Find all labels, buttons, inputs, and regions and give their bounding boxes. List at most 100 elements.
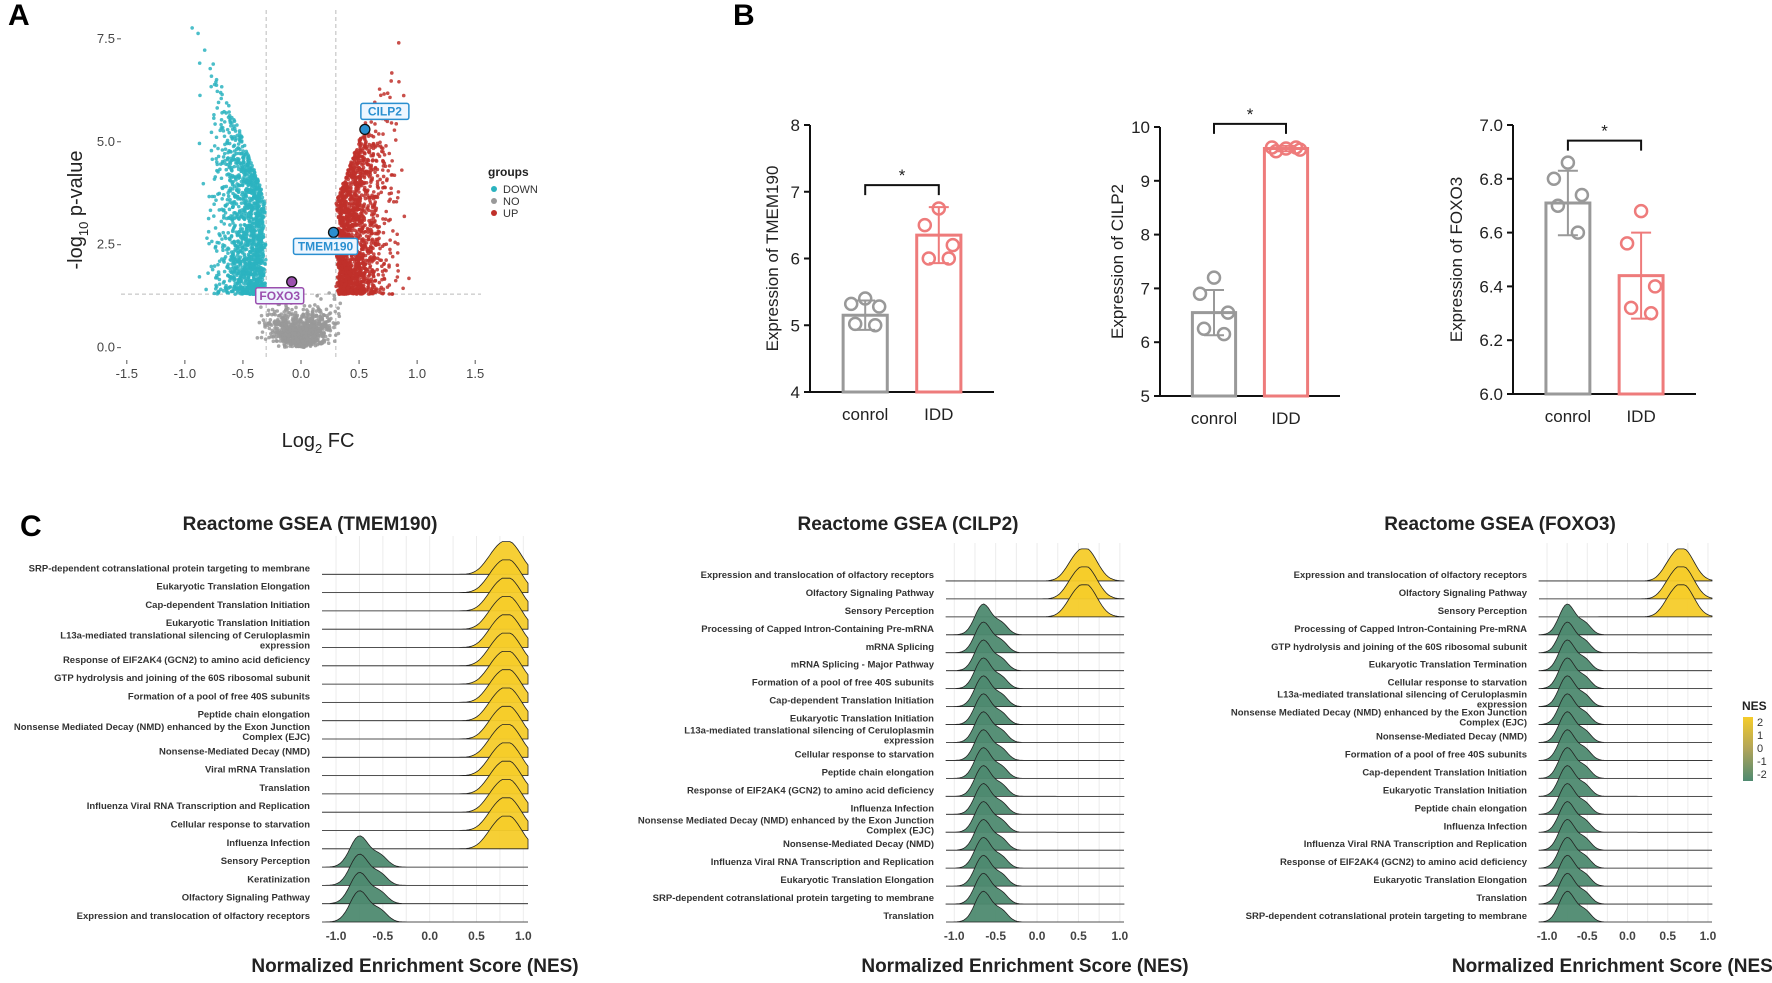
volcano-point-down: [238, 214, 243, 219]
volcano-point-up: [375, 213, 380, 218]
volcano-point-up: [402, 214, 407, 219]
ridge-density: [1538, 693, 1713, 725]
volcano-point-no: [319, 316, 323, 321]
data-point: [1643, 306, 1659, 321]
volcano-point-up: [373, 170, 377, 175]
volcano-point-no: [326, 325, 330, 329]
bar-chart-cilp2: 5 6 7 8 9 10 Expression of CILP2 conrol IDD *: [1108, 105, 1340, 428]
volcano-point-down: [250, 247, 254, 252]
volcano-point-up: [362, 262, 367, 267]
volcano-point-no: [316, 333, 321, 338]
volcano-point-up: [363, 230, 368, 234]
pathway-label: Response of EIF2AK4 (GCN2) to amino acid…: [1280, 857, 1528, 868]
volcano-point-up: [349, 160, 353, 164]
volcano-point-down: [212, 144, 217, 148]
pathway-label: Eukaryotic Translation Elongation: [1373, 875, 1527, 886]
pathway-label-cont: expression: [1477, 700, 1527, 711]
volcano-point-down: [256, 200, 260, 204]
volcano-point-up: [387, 191, 392, 196]
volcano-point-no: [300, 344, 305, 348]
pathway-label: Influenza Infection: [1444, 821, 1528, 832]
volcano-point-down: [216, 270, 221, 274]
volcano-point-up: [362, 266, 367, 270]
volcano-point-no: [278, 339, 282, 343]
pathway-label: Influenza Viral RNA Transcription and Re…: [711, 857, 934, 868]
volcano-point-down: [206, 271, 210, 275]
volcano-point-up: [369, 195, 374, 200]
volcano-point-down: [206, 229, 211, 234]
x-tick-label: -0.5: [232, 366, 254, 381]
volcano-point-down: [260, 208, 264, 213]
data-point: [857, 291, 873, 306]
volcano-point-down: [212, 116, 216, 120]
ridge-density: [1538, 854, 1712, 887]
volcano-point-no: [289, 322, 294, 326]
volcano-point-down: [222, 213, 226, 218]
volcano-point-no: [289, 312, 293, 317]
volcano-point-down: [242, 257, 246, 262]
volcano-point-down: [233, 261, 237, 266]
volcano-point-down: [240, 246, 244, 250]
volcano-point-down: [258, 192, 262, 197]
volcano-point-down: [223, 234, 227, 239]
volcano-point-down: [218, 287, 223, 292]
volcano-point-down: [233, 281, 238, 286]
volcano-point-down: [218, 90, 223, 95]
legend-marker-no: [491, 198, 497, 204]
volcano-point-no: [278, 332, 282, 337]
volcano-point-up: [346, 291, 350, 296]
volcano-point-no: [332, 325, 336, 330]
volcano-point-up: [359, 218, 364, 223]
volcano-point-down: [217, 241, 221, 245]
volcano-point-down: [221, 208, 226, 213]
ridge-density: [945, 836, 1125, 869]
nes-color-legend: NES 2 1 0 -1 -2: [1742, 699, 1767, 781]
volcano-point-up: [376, 229, 381, 234]
x-axis-title: Normalized Enrichment Score (NES): [251, 956, 578, 977]
volcano-point-down: [232, 201, 237, 206]
volcano-point-down: [208, 66, 213, 71]
pathway-label: SRP-dependent cotranslational protein ta…: [1246, 911, 1527, 922]
volcano-point-up: [366, 246, 371, 251]
pathway-label: Sensory Perception: [221, 856, 310, 867]
volcano-point-down: [251, 253, 255, 258]
x-tick-label: -1.0: [174, 366, 196, 381]
data-point: [1216, 326, 1232, 342]
volcano-point-no: [306, 319, 311, 324]
volcano-point-no: [290, 307, 294, 312]
nes-legend-tick: 1: [1757, 730, 1763, 742]
volcano-point-up: [371, 153, 375, 158]
volcano-point-up: [380, 291, 385, 296]
volcano-point-up: [393, 240, 397, 245]
volcano-point-down: [236, 246, 240, 251]
volcano-point-no: [296, 344, 301, 348]
volcano-point-up: [357, 151, 362, 155]
data-point: [931, 201, 947, 216]
volcano-point-down: [240, 183, 245, 188]
volcano-point-up: [373, 256, 377, 261]
volcano-point-down: [208, 208, 213, 213]
volcano-point-down: [209, 84, 213, 89]
volcano-point-up: [364, 276, 368, 281]
ridge-density: [945, 657, 1125, 690]
volcano-point-up: [379, 190, 384, 195]
ridge-density: [1538, 675, 1712, 707]
nes-legend-tick: -2: [1757, 769, 1767, 781]
volcano-point-no: [298, 329, 303, 334]
y-tick-label: 2.5: [97, 237, 115, 252]
volcano-point-no: [308, 304, 312, 308]
volcano-point-down: [213, 246, 218, 250]
volcano-point-up: [393, 138, 398, 142]
volcano-point-no: [273, 330, 278, 335]
volcano-point-up: [355, 289, 360, 294]
volcano-point-down: [230, 217, 235, 222]
volcano-point-down: [234, 188, 239, 192]
volcano-point-down: [233, 244, 238, 248]
volcano-point-up: [351, 256, 355, 261]
volcano-point-down: [214, 284, 219, 289]
volcano-point-down: [255, 272, 260, 276]
volcano-point-up: [368, 264, 373, 268]
volcano-point-down: [211, 62, 216, 66]
volcano-point-down: [241, 149, 245, 153]
y-tick-label: 10: [1131, 118, 1150, 137]
